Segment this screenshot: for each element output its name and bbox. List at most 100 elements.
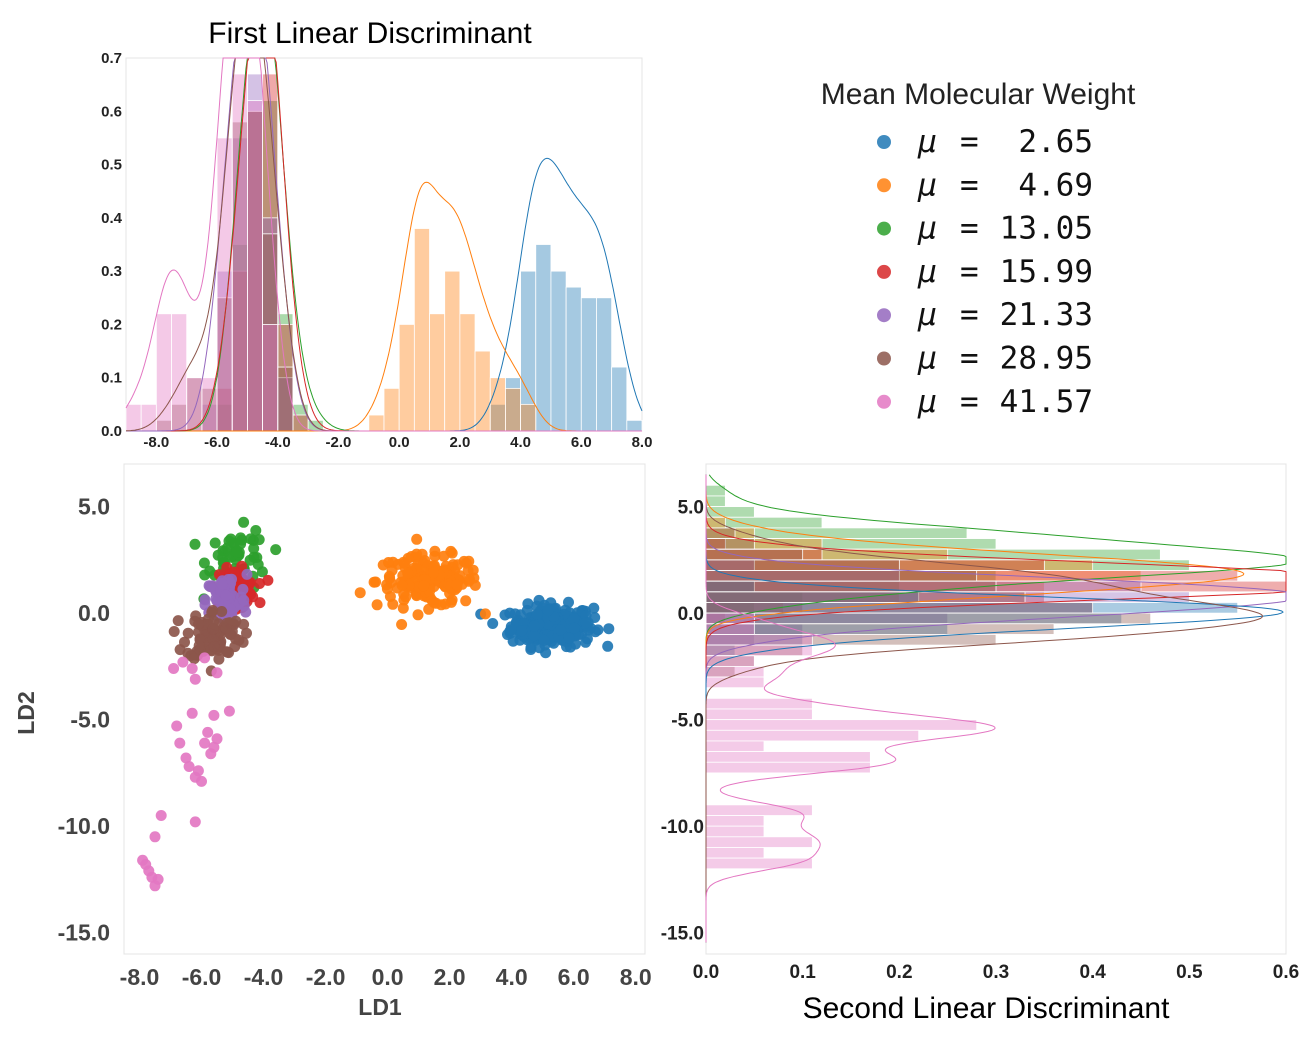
scatter-point-series6 [186, 707, 198, 719]
scatter-point-series0 [568, 613, 580, 625]
scatter-point-series6 [183, 761, 195, 772]
molecular-weight-legend: Mean Molecular Weight μ = 2.65 μ = 4.69 μ = 13.0… [821, 78, 1136, 420]
ld1-bar-series0-bin7 [596, 297, 613, 432]
scatter-point-series2 [248, 543, 260, 554]
ld2-histogram-x-ticks: 0.0 0.1 0.2 0.3 0.4 0.5 0.6 [693, 962, 1299, 983]
scatter-point-series4 [216, 579, 228, 590]
scatter-point-series2 [189, 538, 201, 550]
ld2-kde-curve-series6 [705, 474, 996, 943]
legend-equals-sign: = [960, 167, 979, 203]
scatter-point-series4 [204, 581, 216, 593]
scatter-point-series4 [241, 568, 253, 580]
scatter-point-series5 [238, 618, 250, 630]
scatter-point-series1 [468, 572, 480, 584]
ld1-bar-series1-bin4 [429, 313, 446, 432]
scatter-point-series0 [516, 625, 528, 637]
scatter-point-series0 [531, 608, 543, 620]
ld1-x-tick-label: 2.0 [449, 434, 470, 451]
scatter-frame [123, 463, 646, 955]
ld2-y-tick-label: 5.0 [678, 498, 704, 519]
scatter-point-series1 [429, 550, 441, 562]
scatter-point-series6 [223, 705, 235, 717]
scatter-point-series6 [180, 752, 192, 764]
scatter-point-series6 [189, 673, 201, 685]
scatter-point-series4 [220, 589, 232, 601]
ld2-x-tick-label: 0.3 [983, 962, 1009, 983]
scatter-point-series0 [499, 609, 511, 621]
ld1-bar-series0-bin5 [565, 286, 582, 432]
scatter-point-series0 [589, 612, 601, 623]
scatter-point-series6 [149, 880, 161, 892]
scatter-x-tick-label: 8.0 [620, 964, 652, 990]
scatter-point-series5 [213, 653, 225, 665]
ld2-bar-series5-bin5 [705, 580, 997, 593]
legend-value: 4.69 [1018, 167, 1093, 203]
ld1-bar-series1-bin10 [520, 403, 537, 432]
scatter-point-series6 [202, 726, 214, 738]
scatter-point-series1 [428, 596, 440, 608]
ld2-x-tick-label: 0.5 [1176, 962, 1203, 983]
ld1-x-tick-label: 4.0 [510, 434, 531, 451]
scatter-point-series5 [233, 634, 245, 646]
ld1-y-tick-label: 0.5 [101, 157, 122, 174]
scatter-point-series5 [188, 653, 200, 665]
scatter-point-series2 [235, 532, 247, 544]
scatter-point-series1 [444, 587, 456, 599]
legend-mu-symbol: μ [917, 211, 937, 247]
legend-equals-sign: = [960, 124, 979, 160]
legend-entries: μ = 2.65 μ = 4.69 μ = 13.05 μ = 15.99 μ = 21.33 μ = 28.95… [877, 124, 1093, 420]
ld1-bar-series0-bin4 [550, 270, 567, 432]
scatter-point-series4 [237, 583, 249, 595]
legend-value: 15.99 [1000, 254, 1093, 290]
ld2-y-tick-label: -5.0 [671, 711, 704, 732]
legend-mu-symbol: μ [917, 167, 937, 203]
scatter-x-tick-label: -8.0 [120, 964, 160, 990]
scatter-point-series5 [182, 627, 194, 639]
scatter-point-series1 [411, 548, 423, 560]
scatter-x-tick-label: -4.0 [244, 964, 284, 990]
ld1-bar-series6-bin1 [140, 403, 157, 432]
scatter-point-series5 [207, 605, 219, 616]
ld1-histogram-kde-curves [125, 57, 643, 432]
scatter-point-series1 [411, 533, 423, 545]
scatter-point-series1 [371, 599, 383, 611]
scatter-point-series0 [487, 618, 499, 629]
scatter-point-series5 [193, 640, 205, 652]
scatter-point-series0 [555, 624, 566, 636]
ld1-histogram-panel: First Linear Discriminant -8.0 -6.0 -4.0 -2… [101, 17, 652, 451]
ld1-x-tick-label: -8.0 [143, 434, 169, 451]
ld2-histogram-panel: 0.0 0.1 0.2 0.3 0.4 0.5 0.6 5.0 0.0 -5.0 -10.0 -15… [661, 463, 1299, 1025]
legend-mu-symbol: μ [917, 384, 937, 420]
legend-title: Mean Molecular Weight [821, 78, 1136, 111]
ld1-bar-series0-bin9 [626, 419, 643, 432]
scatter-point-series1 [387, 556, 399, 568]
scatter-point-series2 [252, 559, 264, 570]
scatter-point-series1 [451, 579, 463, 591]
scatter-point-series0 [542, 604, 554, 616]
ld1-x-tick-label: 0.0 [389, 434, 410, 451]
scatter-point-series0 [568, 622, 580, 634]
ld1-bar-series6-bin3 [171, 313, 188, 432]
ld1-x-tick-label: -2.0 [326, 434, 352, 451]
legend-marker [877, 308, 891, 323]
ld1-bar-series1-bin3 [413, 228, 430, 432]
ld1-kde-curve-series1 [126, 181, 642, 432]
legend-marker [877, 135, 891, 149]
scatter-point-series1 [402, 567, 414, 579]
scatter-point-series0 [509, 608, 521, 620]
legend-mu-symbol: μ [917, 124, 937, 160]
scatter-y-tick-label: -10.0 [58, 813, 110, 839]
scatter-point-series1 [412, 609, 424, 621]
scatter-point-series5 [216, 606, 228, 617]
legend-equals-sign: = [960, 254, 979, 290]
scatter-point-series1 [396, 579, 408, 591]
scatter-point-series6 [177, 656, 189, 668]
scatter-point-series1 [354, 587, 366, 599]
legend-value: 28.95 [1000, 341, 1093, 377]
scatter-point-series6 [189, 816, 201, 828]
ld2-bar-series5-bin3 [705, 559, 900, 571]
scatter-x-tick-label: -6.0 [182, 964, 222, 990]
ld2-y-tick-label: -10.0 [661, 817, 704, 838]
scatter-point-series2 [253, 534, 265, 546]
scatter-point-series0 [563, 596, 574, 608]
